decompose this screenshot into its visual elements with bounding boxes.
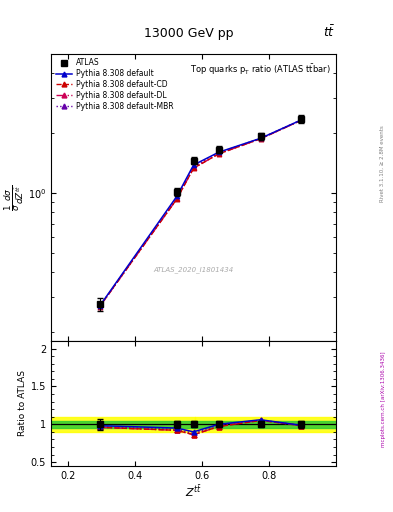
Text: ATLAS_2020_I1801434: ATLAS_2020_I1801434 — [153, 266, 234, 272]
Text: Rivet 3.1.10, ≥ 2.8M events: Rivet 3.1.10, ≥ 2.8M events — [380, 125, 384, 202]
Legend: ATLAS, Pythia 8.308 default, Pythia 8.308 default-CD, Pythia 8.308 default-DL, P: ATLAS, Pythia 8.308 default, Pythia 8.30… — [53, 56, 176, 113]
Text: mcplots.cern.ch [arXiv:1306.3436]: mcplots.cern.ch [arXiv:1306.3436] — [381, 352, 386, 447]
Text: Top quarks $\mathregular{p_T}$ ratio (ATLAS t$\mathregular{\bar{t}}$bar): Top quarks $\mathregular{p_T}$ ratio (AT… — [189, 62, 330, 77]
X-axis label: $Z^{t\bar{t}}$: $Z^{t\bar{t}}$ — [185, 483, 202, 499]
Y-axis label: Ratio to ATLAS: Ratio to ATLAS — [18, 371, 27, 436]
Text: 13000 GeV pp: 13000 GeV pp — [144, 27, 233, 40]
Text: $t\bar{t}$: $t\bar{t}$ — [323, 25, 336, 40]
Y-axis label: $\frac{1}{\sigma}\frac{d\sigma}{dZ^{t\bar{t}}}$: $\frac{1}{\sigma}\frac{d\sigma}{dZ^{t\ba… — [2, 184, 26, 210]
